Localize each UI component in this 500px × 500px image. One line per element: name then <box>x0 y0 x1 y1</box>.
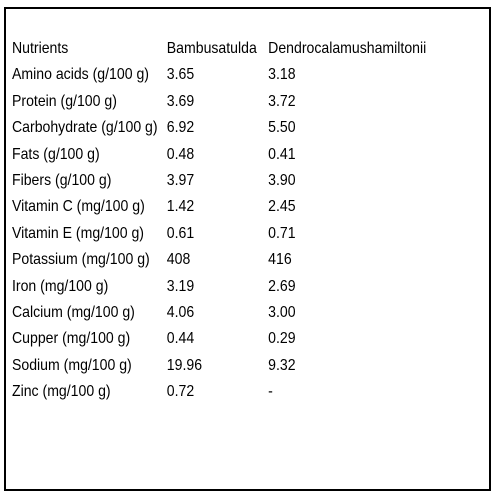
table-row: Calcium (mg/100 g) 4.06 3.00 <box>12 300 441 326</box>
table-row: Iron (mg/100 g) 3.19 2.69 <box>12 274 441 300</box>
table-row: Carbohydrate (g/100 g) 6.92 5.50 <box>12 115 441 141</box>
nutrient-name-cell: Amino acids (g/100 g) <box>12 66 149 84</box>
nutrients-table: Nutrients Bambusatulda Dendrocalamushami… <box>12 36 441 406</box>
table-row: Cupper (mg/100 g) 0.44 0.29 <box>12 326 441 352</box>
table-row: Vitamin C (mg/100 g) 1.42 2.45 <box>12 194 441 220</box>
dendrocalamushamiltonii-value-cell: - <box>268 383 273 401</box>
dendrocalamushamiltonii-value-cell: 2.45 <box>268 198 296 216</box>
bambusatulda-value-cell: 0.48 <box>166 145 195 163</box>
bambusatulda-value-cell: 0.44 <box>166 330 195 348</box>
nutrient-name-cell: Carbohydrate (g/100 g) <box>12 119 158 137</box>
dendrocalamushamiltonii-value-cell: 3.90 <box>268 172 296 190</box>
bambusatulda-value-cell: 1.42 <box>166 198 195 216</box>
bambusatulda-value-cell: 3.65 <box>166 66 195 84</box>
nutrient-name-cell: Zinc (mg/100 g) <box>12 383 111 401</box>
table-frame <box>4 7 491 491</box>
nutrient-name-cell: Protein (g/100 g) <box>12 92 117 110</box>
dendrocalamushamiltonii-value-cell: 0.29 <box>268 330 296 348</box>
bambusatulda-value-cell: 19.96 <box>166 356 203 374</box>
bambusatulda-value-cell: 0.72 <box>166 383 195 401</box>
header-dendrocalamushamiltonii: Dendrocalamushamiltonii <box>268 40 427 57</box>
dendrocalamushamiltonii-value-cell: 3.18 <box>268 66 296 84</box>
dendrocalamushamiltonii-value-cell: 0.41 <box>268 145 296 163</box>
nutrient-name-cell: Vitamin C (mg/100 g) <box>12 198 145 216</box>
table-header-row: Nutrients Bambusatulda Dendrocalamushami… <box>12 36 441 62</box>
bambusatulda-value-cell: 0.61 <box>166 224 195 242</box>
bambusatulda-value-cell: 4.06 <box>166 304 195 322</box>
table-row: Zinc (mg/100 g) 0.72 - <box>12 379 441 405</box>
nutrient-name-cell: Vitamin E (mg/100 g) <box>12 224 144 242</box>
nutrient-name-cell: Potassium (mg/100 g) <box>12 251 150 269</box>
table-row: Protein (g/100 g) 3.69 3.72 <box>12 89 441 115</box>
header-nutrients: Nutrients <box>12 40 69 57</box>
dendrocalamushamiltonii-value-cell: 5.50 <box>268 119 296 137</box>
nutrient-name-cell: Calcium (mg/100 g) <box>12 304 135 322</box>
bambusatulda-value-cell: 408 <box>166 251 191 269</box>
bambusatulda-value-cell: 3.19 <box>166 277 195 295</box>
bambusatulda-value-cell: 3.97 <box>166 172 195 190</box>
nutrient-name-cell: Cupper (mg/100 g) <box>12 330 131 348</box>
dendrocalamushamiltonii-value-cell: 3.00 <box>268 304 296 322</box>
dendrocalamushamiltonii-value-cell: 0.71 <box>268 224 296 242</box>
table-body: Amino acids (g/100 g) 3.65 3.18 Protein (g/… <box>12 62 441 405</box>
nutrient-name-cell: Sodium (mg/100 g) <box>12 356 132 374</box>
nutrient-name-cell: Fats (g/100 g) <box>12 145 100 163</box>
table-row: Fats (g/100 g) 0.48 0.41 <box>12 142 441 168</box>
dendrocalamushamiltonii-value-cell: 2.69 <box>268 277 296 295</box>
dendrocalamushamiltonii-value-cell: 416 <box>268 251 292 269</box>
dendrocalamushamiltonii-value-cell: 3.72 <box>268 92 296 110</box>
header-bambusatulda: Bambusatulda <box>166 40 257 57</box>
table-row: Sodium (mg/100 g) 19.96 9.32 <box>12 353 441 379</box>
table-row: Amino acids (g/100 g) 3.65 3.18 <box>12 62 441 88</box>
dendrocalamushamiltonii-value-cell: 9.32 <box>268 356 296 374</box>
nutrient-name-cell: Iron (mg/100 g) <box>12 277 109 295</box>
bambusatulda-value-cell: 6.92 <box>166 119 195 137</box>
table-row: Potassium (mg/100 g) 408 416 <box>12 247 441 273</box>
table-row: Vitamin E (mg/100 g) 0.61 0.71 <box>12 221 441 247</box>
nutrient-name-cell: Fibers (g/100 g) <box>12 172 112 190</box>
bambusatulda-value-cell: 3.69 <box>166 92 195 110</box>
table-row: Fibers (g/100 g) 3.97 3.90 <box>12 168 441 194</box>
